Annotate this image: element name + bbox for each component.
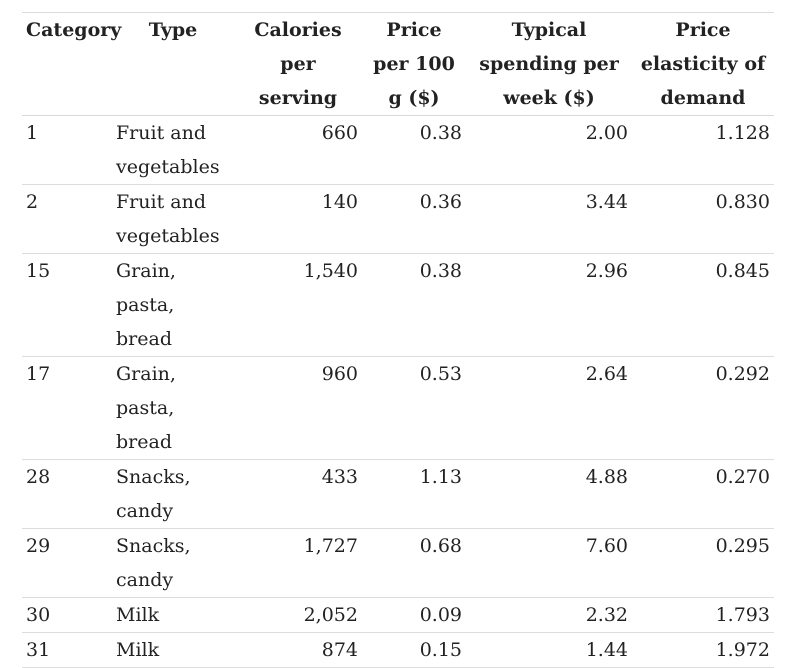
cell-category: 17 — [22, 356, 112, 460]
header-category: Category — [22, 12, 121, 116]
cell-price: 1.13 — [362, 459, 466, 529]
cell-spending: 3.44 — [466, 184, 632, 254]
cell-calories: 874 — [234, 632, 362, 668]
cell-type: Milk — [112, 632, 234, 668]
cell-calories: 2,052 — [234, 597, 362, 633]
cell-category: 2 — [22, 184, 112, 254]
cell-elasticity: 0.292 — [632, 356, 774, 460]
cell-price: 0.38 — [362, 115, 466, 185]
table-header-row: Category Type Calories per serving Price… — [22, 12, 774, 116]
cell-calories: 140 — [234, 184, 362, 254]
cell-type: Grain, pasta, bread — [112, 356, 234, 460]
header-spending: Typical spending per week ($) — [466, 12, 632, 116]
cell-price: 0.68 — [362, 528, 466, 598]
cell-spending: 2.00 — [466, 115, 632, 185]
cell-category: 31 — [22, 632, 112, 668]
header-elasticity: Price elasticity of demand — [632, 12, 774, 116]
cell-spending: 2.96 — [466, 253, 632, 357]
cell-type: Fruit and vegetables — [112, 184, 234, 254]
cell-type: Fruit and vegetables — [112, 115, 234, 185]
table-row: 17 Grain, pasta, bread 960 0.53 2.64 0.292 — [22, 356, 774, 460]
cell-calories: 1,540 — [234, 253, 362, 357]
cell-spending: 2.32 — [466, 597, 632, 633]
cell-calories: 1,727 — [234, 528, 362, 598]
cell-elasticity: 1.128 — [632, 115, 774, 185]
cell-price: 0.36 — [362, 184, 466, 254]
cell-elasticity: 0.295 — [632, 528, 774, 598]
cell-price: 0.38 — [362, 253, 466, 357]
cell-type: Milk — [112, 597, 234, 633]
table-container: Category Type Calories per serving Price… — [22, 12, 774, 668]
cell-category: 28 — [22, 459, 112, 529]
cell-calories: 433 — [234, 459, 362, 529]
cell-category: 1 — [22, 115, 112, 185]
cell-elasticity: 1.793 — [632, 597, 774, 633]
food-price-table: Category Type Calories per serving Price… — [22, 12, 774, 668]
header-type: Type — [112, 12, 234, 116]
table-body: 1 Fruit and vegetables 660 0.38 2.00 1.128 2 Fr… — [22, 115, 774, 668]
cell-calories: 960 — [234, 356, 362, 460]
cell-elasticity: 0.845 — [632, 253, 774, 357]
header-price: Price per 100 g ($) — [362, 12, 466, 116]
cell-type: Snacks, candy — [112, 459, 234, 529]
cell-price: 0.53 — [362, 356, 466, 460]
cell-type: Snacks, candy — [112, 528, 234, 598]
table-row: 1 Fruit and vegetables 660 0.38 2.00 1.128 — [22, 115, 774, 185]
cell-price: 0.09 — [362, 597, 466, 633]
table-row: 31 Milk 874 0.15 1.44 1.972 — [22, 632, 774, 668]
table-row: 15 Grain, pasta, bread 1,540 0.38 2.96 0.845 — [22, 253, 774, 357]
table-row: 28 Snacks, candy 433 1.13 4.88 0.270 — [22, 459, 774, 529]
cell-spending: 4.88 — [466, 459, 632, 529]
table-row: 2 Fruit and vegetables 140 0.36 3.44 0.830 — [22, 184, 774, 254]
table-row: 30 Milk 2,052 0.09 2.32 1.793 — [22, 597, 774, 633]
table-row: 29 Snacks, candy 1,727 0.68 7.60 0.295 — [22, 528, 774, 598]
cell-type: Grain, pasta, bread — [112, 253, 234, 357]
cell-category: 29 — [22, 528, 112, 598]
cell-elasticity: 0.830 — [632, 184, 774, 254]
cell-calories: 660 — [234, 115, 362, 185]
cell-price: 0.15 — [362, 632, 466, 668]
cell-category: 15 — [22, 253, 112, 357]
cell-spending: 2.64 — [466, 356, 632, 460]
header-calories: Calories per serving — [234, 12, 362, 116]
cell-spending: 1.44 — [466, 632, 632, 668]
cell-category: 30 — [22, 597, 112, 633]
cell-spending: 7.60 — [466, 528, 632, 598]
cell-elasticity: 1.972 — [632, 632, 774, 668]
cell-elasticity: 0.270 — [632, 459, 774, 529]
